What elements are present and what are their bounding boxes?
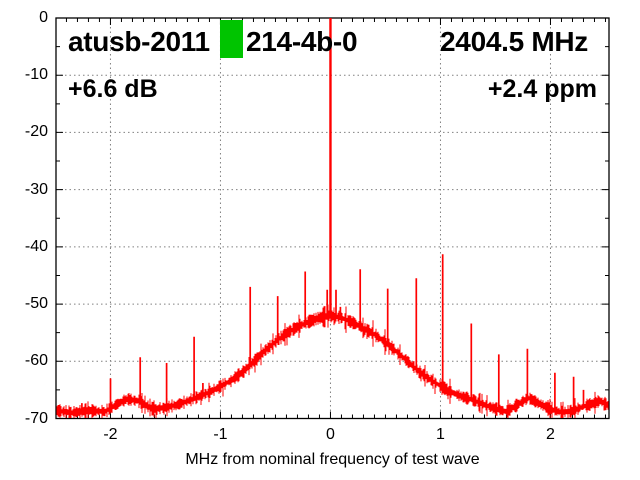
- y-axis-tick-label: -50: [24, 295, 48, 313]
- gain-annotation: +6.6 dB: [68, 75, 158, 103]
- plot-title-left: atusb-2011: [68, 26, 210, 57]
- y-axis-tick-label: -70: [24, 409, 48, 427]
- y-axis-tick-label: -60: [24, 352, 48, 370]
- x-axis-tick-label: 1: [436, 426, 445, 443]
- x-axis-tick-label: 0: [326, 426, 335, 443]
- y-axis-tick-label: -20: [24, 123, 48, 141]
- x-axis-tick-label: 2: [546, 426, 555, 443]
- y-axis-tick-label: -30: [24, 180, 48, 198]
- x-axis-tick-label: -2: [103, 426, 118, 443]
- plot-title-right: 214-4b-0: [246, 26, 358, 57]
- ppm-annotation: +2.4 ppm: [487, 75, 597, 103]
- noise-trace: [56, 304, 609, 418]
- y-axis-tick-label: 0: [39, 9, 48, 26]
- y-axis-tick-label: -10: [24, 66, 48, 84]
- censor-block: [220, 20, 243, 58]
- x-axis-title: MHz from nominal frequency of test wave: [185, 451, 480, 468]
- x-axis-tick-label: -1: [213, 426, 228, 443]
- frequency-label: 2404.5 MHz: [440, 26, 588, 57]
- y-axis-tick-label: -40: [24, 237, 48, 255]
- spur-spikes: [81, 254, 585, 414]
